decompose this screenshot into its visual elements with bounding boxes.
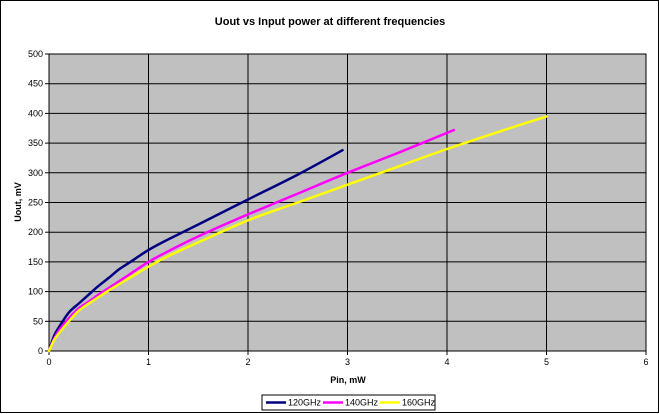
y-tick-label: 450 xyxy=(28,79,43,89)
x-tick-label: 4 xyxy=(444,357,449,367)
series-layer xyxy=(47,115,548,353)
legend: 120GHz 140GHz 160GHz xyxy=(261,394,436,411)
x-axis: 0 1 2 3 4 5 6 xyxy=(46,350,649,367)
y-tick-label: 400 xyxy=(28,108,43,118)
legend-box xyxy=(261,394,436,411)
y-tick-label: 150 xyxy=(28,257,43,267)
x-axis-label: Pin, mW xyxy=(330,375,366,385)
y-tick-label: 200 xyxy=(28,227,43,237)
y-tick-label: 350 xyxy=(28,138,43,148)
y-tick-label: 300 xyxy=(28,168,43,178)
y-tick-label: 0 xyxy=(38,346,43,356)
y-axis-label: Uout, mV xyxy=(13,182,23,222)
legend-label: 140GHz xyxy=(345,398,379,408)
x-tick-label: 5 xyxy=(544,357,549,367)
y-tick-label: 500 xyxy=(28,49,43,59)
x-tick-label: 6 xyxy=(643,357,648,367)
y-tick-label: 250 xyxy=(28,198,43,208)
series-line-120ghz xyxy=(47,148,344,353)
y-tick-label: 50 xyxy=(33,316,43,326)
plot-area xyxy=(48,53,647,352)
x-tick-label: 0 xyxy=(46,357,51,367)
chart-title: Uout vs Input power at different frequen… xyxy=(215,16,445,28)
series-line-140ghz xyxy=(47,128,456,353)
series-line-160ghz xyxy=(47,115,548,353)
x-tick-label: 1 xyxy=(146,357,151,367)
y-tick-label: 100 xyxy=(28,287,43,297)
y-axis: 0 50 100 150 200 250 300 350 400 450 500 xyxy=(28,49,50,356)
x-tick-label: 2 xyxy=(245,357,250,367)
legend-label: 120GHz xyxy=(288,398,322,408)
legend-label: 160GHz xyxy=(402,398,436,408)
x-tick-label: 3 xyxy=(345,357,350,367)
